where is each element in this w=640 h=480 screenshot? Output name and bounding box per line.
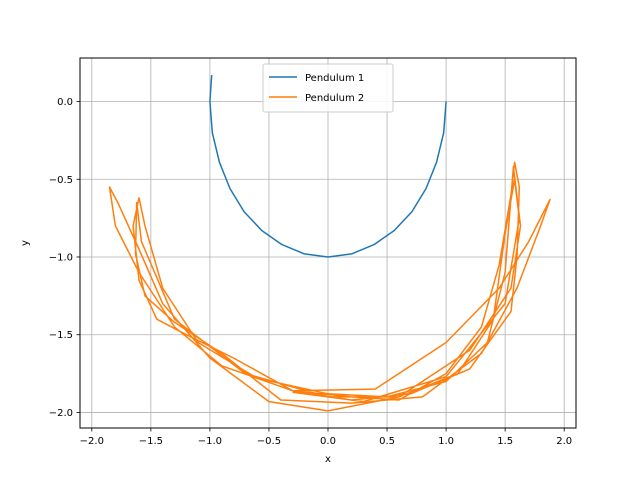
x-tick-label: −2.0 xyxy=(80,436,104,447)
x-tick-label: −1.0 xyxy=(198,436,222,447)
y-axis-label: y xyxy=(20,240,31,246)
y-tick-label: −1.0 xyxy=(49,252,73,263)
x-tick-label: 1.0 xyxy=(438,436,454,447)
x-axis-label: x xyxy=(325,454,331,465)
legend: Pendulum 1 Pendulum 2 xyxy=(262,63,394,113)
grid xyxy=(80,58,576,428)
x-tick-label: 2.0 xyxy=(556,436,572,447)
legend-label-pendulum-1: Pendulum 1 xyxy=(305,73,364,84)
axes-ticks: −2.0 −1.5 −1.0 −0.5 0.0 0.5 1.0 1.5 2.0 −2.0 −1.5 −… xyxy=(49,97,572,447)
y-tick-label: 0.0 xyxy=(57,97,73,108)
legend-box xyxy=(262,63,394,113)
x-tick-label: 1.5 xyxy=(497,436,513,447)
x-tick-label: −1.5 xyxy=(139,436,163,447)
y-tick-label: −0.5 xyxy=(49,175,73,186)
legend-label-pendulum-2: Pendulum 2 xyxy=(305,93,364,104)
y-tick-label: −1.5 xyxy=(49,330,73,341)
series-line-pendulum-2 xyxy=(108,161,551,412)
x-tick-label: 0.0 xyxy=(320,436,336,447)
series-layer xyxy=(108,75,551,412)
x-tick-label: −0.5 xyxy=(257,436,281,447)
x-tick-label: 0.5 xyxy=(379,436,395,447)
y-tick-label: −2.0 xyxy=(49,408,73,419)
series-line-pendulum-1 xyxy=(209,75,447,258)
